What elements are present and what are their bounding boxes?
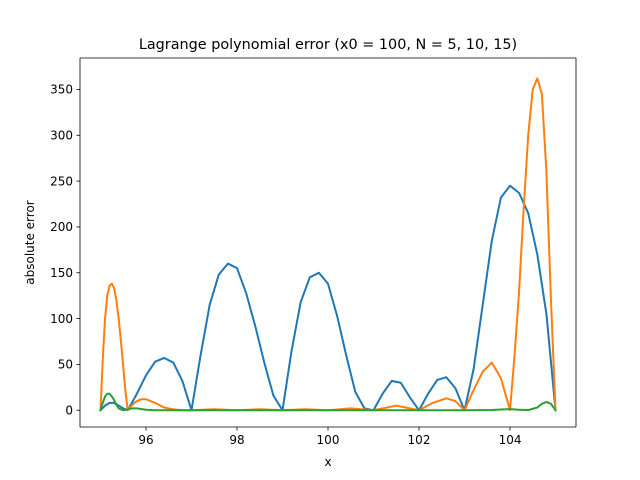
chart-title: Lagrange polynomial error (x0 = 100, N =… [139, 37, 517, 53]
y-axis-label: absolute error [23, 200, 37, 285]
x-tick-label: 96 [138, 433, 153, 447]
y-tick-label: 200 [50, 220, 73, 234]
y-tick-label: 150 [50, 266, 73, 280]
y-tick-label: 100 [50, 312, 73, 326]
x-axis-ticks: 96 98 100 102 104 [138, 427, 521, 447]
plot-area [80, 58, 576, 427]
y-tick-label: 50 [58, 358, 73, 372]
y-axis-ticks: 0 50 100 150 200 250 300 350 [50, 83, 80, 418]
y-tick-label: 0 [65, 404, 73, 418]
y-tick-label: 300 [50, 129, 73, 143]
x-tick-label: 104 [499, 433, 522, 447]
x-tick-label: 100 [317, 433, 340, 447]
x-tick-label: 98 [229, 433, 244, 447]
series-layer [99, 77, 557, 412]
series-line-3 [99, 392, 557, 412]
x-axis-label: x [324, 455, 331, 469]
series-line-1 [99, 184, 557, 412]
y-tick-label: 250 [50, 174, 73, 188]
y-tick-label: 350 [50, 83, 73, 97]
x-tick-label: 102 [408, 433, 431, 447]
